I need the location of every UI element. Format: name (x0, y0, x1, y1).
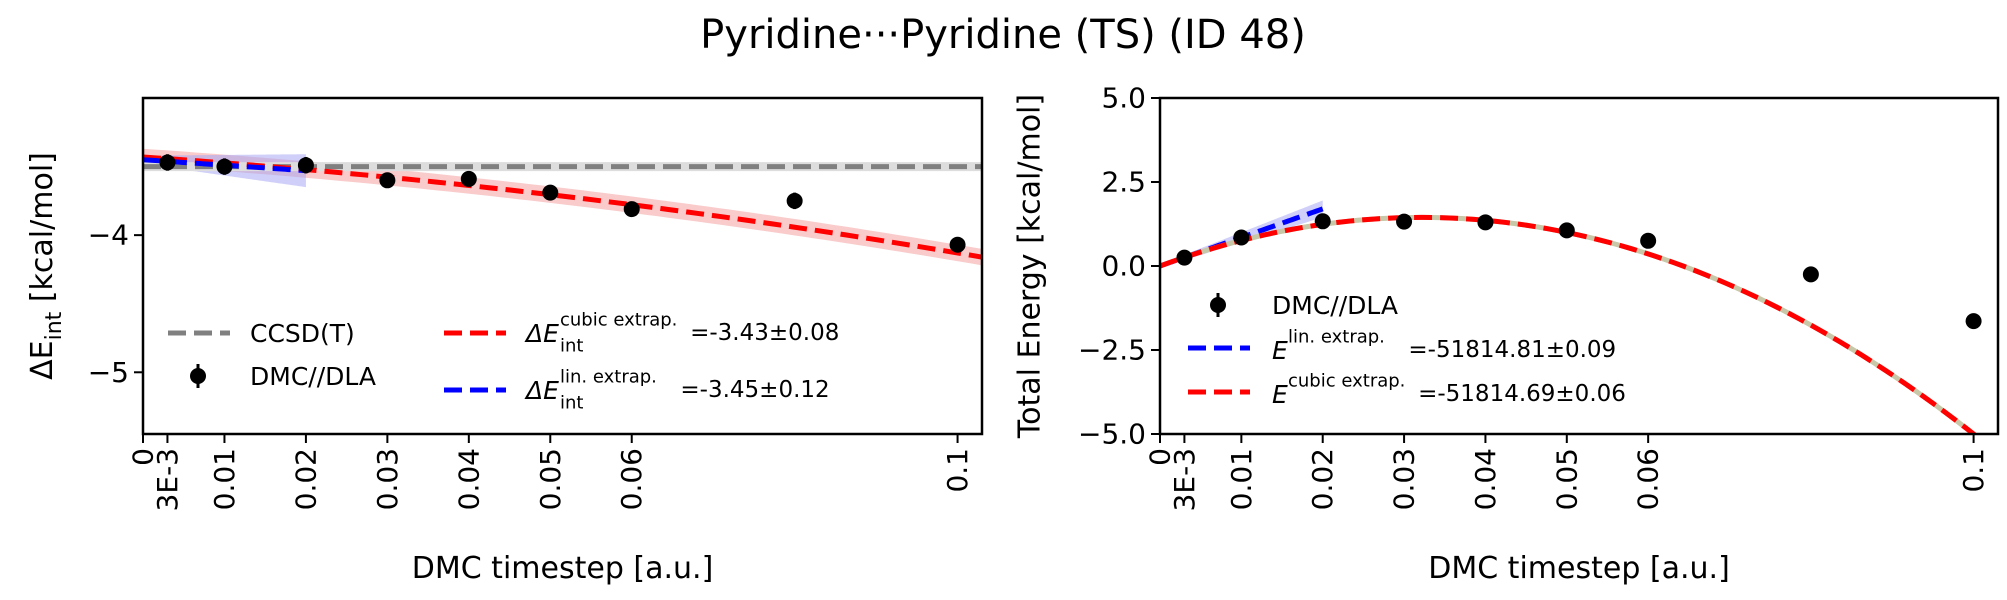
data-point (216, 158, 233, 175)
legend-label-sub: int (560, 336, 583, 357)
data-point (623, 201, 640, 218)
data-point (1314, 213, 1331, 230)
legend-swatch-point (1210, 297, 1226, 313)
data-point (1558, 222, 1575, 239)
data-point (1233, 229, 1250, 246)
legend-label-main: DMC//DLA (1272, 291, 1398, 320)
legend-label-value: =-51814.81±0.09 (1408, 337, 1616, 363)
x-tick-label: 0.1 (941, 448, 974, 493)
x-tick-label: 0.04 (1469, 448, 1502, 510)
x-tick-label: 0.01 (1225, 448, 1258, 510)
legend-label-main: ΔE (524, 319, 559, 348)
legend-label-sup: lin. extrap. (560, 367, 657, 388)
x-tick-label: 0.02 (289, 448, 322, 510)
legend-label-sup: cubic extrap. (560, 310, 677, 331)
x-axis-label: DMC timestep [a.u.] (412, 551, 714, 586)
y-tick-label: −5.0 (1078, 418, 1146, 451)
left-panel: 03E-3 0.01 0.02 0.03 0.04 0.05 0.06 0.1 −4 −5 DMC … (25, 96, 984, 586)
legend-label-main: CCSD(T) (250, 319, 355, 348)
data-point (1802, 266, 1819, 283)
legend-label-linear: E (1272, 336, 1288, 365)
x-tick-label: 0.1 (1957, 448, 1990, 493)
legend-label-dmc: DMC//DLA (250, 362, 376, 391)
y-axis-label-main: ΔE (25, 340, 60, 379)
y-tick-label: −5 (88, 356, 129, 389)
data-point (1640, 232, 1657, 249)
fit-uncertainty-band (143, 148, 982, 266)
x-tick-label: 0.01 (208, 448, 241, 510)
y-axis-label: Total Energy [kcal/mol] (1013, 94, 1048, 439)
legend-label-value: =-3.45±0.12 (680, 377, 829, 403)
y-axis-label: ΔEint [kcal/mol] (25, 152, 68, 380)
legend-label-sup: lin. extrap. (1288, 327, 1385, 348)
legend-label-value: =-51814.69±0.06 (1418, 381, 1626, 407)
legend-label-sub: int (560, 393, 583, 414)
y-tick-label: −2.5 (1078, 334, 1146, 367)
data-point (460, 170, 477, 187)
x-tick-label: 0.03 (371, 448, 404, 510)
data-point (297, 157, 314, 174)
legend-label-main: E (1272, 380, 1288, 409)
data-point (1965, 313, 1982, 330)
y-tick-label: 5.0 (1101, 82, 1146, 115)
y-axis-label-unit: [kcal/mol] (25, 152, 60, 312)
legend-label-dmc: DMC//DLA (1272, 291, 1398, 320)
x-tick-label: 0.05 (1550, 448, 1583, 510)
x-tick-label: 0.05 (534, 448, 567, 510)
x-tick-label: 0.03 (1388, 448, 1421, 510)
legend-label-ccsdt: CCSD(T) (250, 319, 355, 348)
x-tick-label: 3E-3 (1168, 448, 1201, 511)
x-tick-label: 0.06 (615, 448, 648, 510)
figure-title: Pyridine···Pyridine (TS) (ID 48) (700, 12, 1306, 58)
legend-swatch-point (190, 368, 206, 384)
y-tick-label: 2.5 (1101, 166, 1146, 199)
x-tick-label: 3E-3 (151, 448, 184, 511)
data-point (379, 172, 396, 189)
data-point (159, 154, 176, 171)
data-point (786, 192, 803, 209)
legend-label-sup: cubic extrap. (1288, 371, 1405, 392)
y-tick-label: −4 (88, 219, 129, 252)
x-tick-label: 0.04 (452, 448, 485, 510)
legend-label-main: DMC//DLA (250, 362, 376, 391)
y-axis-label-sub: int (42, 311, 67, 340)
legend-label-cubic: E (1272, 380, 1288, 409)
data-point (542, 184, 559, 201)
legend-label-main: ΔE (524, 376, 559, 405)
y-tick-label: 0.0 (1101, 250, 1146, 283)
right-panel: 03E-3 0.01 0.02 0.03 0.04 0.05 0.06 0.1 5.0 2.5 0.… (1013, 82, 2000, 586)
plot-area (143, 148, 982, 266)
data-point (1477, 214, 1494, 231)
plot-area (1160, 200, 1982, 434)
x-tick-label: 0.02 (1306, 448, 1339, 510)
x-tick-label: 0.06 (1632, 448, 1665, 510)
data-point (949, 236, 966, 253)
fit-line (1160, 214, 1978, 434)
legend-label-value: =-3.43±0.08 (690, 320, 839, 346)
legend-label-main: E (1272, 336, 1288, 365)
x-tick-label: 0 (1144, 448, 1177, 466)
x-axis-label: DMC timestep [a.u.] (1428, 551, 1730, 586)
data-point (1396, 213, 1413, 230)
data-point (1176, 249, 1193, 266)
legend-label-linear: ΔE (524, 376, 559, 405)
axes-frame (141, 96, 984, 436)
legend-label-cubic: ΔE (524, 319, 559, 348)
x-tick-label: 0 (127, 448, 160, 466)
